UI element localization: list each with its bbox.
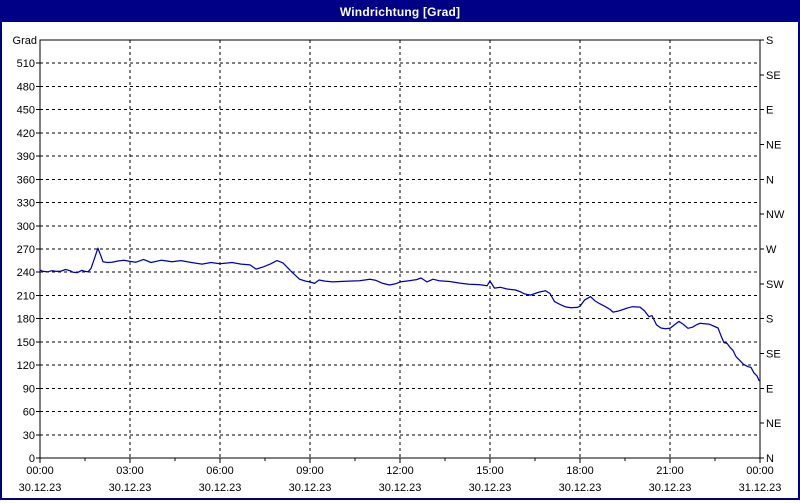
y-axis-tick-label: 60 (23, 407, 35, 419)
x-axis-date-label: 30.12.23 (19, 482, 62, 494)
x-axis-date-label: 30.12.23 (649, 482, 692, 494)
compass-label: NW (766, 209, 785, 221)
x-axis-date-label: 30.12.23 (379, 482, 422, 494)
y-axis-tick-label: 240 (17, 267, 35, 279)
y-axis-tick-label: 450 (17, 105, 35, 117)
compass-label: N (766, 174, 774, 186)
compass-label: N (766, 453, 774, 465)
y-axis-tick-label: 180 (17, 314, 35, 326)
y-axis-tick-label: 150 (17, 337, 35, 349)
chart-area: 510 480 450 420 390 360 330 300 270 240 210 180 150 1… (2, 22, 798, 498)
compass-label: E (766, 105, 773, 117)
compass-label: SE (766, 70, 781, 82)
x-axis-time-label: 09:00 (296, 465, 324, 477)
y-axis-unit-label: Grad (13, 35, 37, 47)
x-axis-date-label: 30.12.23 (109, 482, 152, 494)
compass-label: SE (766, 349, 781, 361)
window-titlebar[interactable]: Windrichtung [Grad] (2, 2, 798, 22)
x-axis-time-label: 00:00 (746, 465, 774, 477)
x-axis-time-label: 21:00 (656, 465, 684, 477)
wind-direction-chart: 5104804504203903603303002702402101801501… (13, 35, 785, 494)
y-axis-tick-label: 420 (17, 128, 35, 140)
compass-label: E (766, 383, 773, 395)
x-axis-date-label: 30.12.23 (469, 482, 512, 494)
y-axis-tick-label: 120 (17, 360, 35, 372)
window-title: Windrichtung [Grad] (339, 5, 461, 19)
y-axis-tick-label: 270 (17, 244, 35, 256)
y-axis-tick-label: 90 (23, 383, 35, 395)
x-axis-time-label: 18:00 (566, 465, 594, 477)
y-axis-tick-label: 360 (17, 174, 35, 186)
compass-label: NE (766, 140, 781, 152)
wind-direction-line (39, 247, 760, 382)
x-axis-date-label: 30.12.23 (559, 482, 602, 494)
x-axis-time-label: 06:00 (206, 465, 234, 477)
y-axis-tick-label: 30 (23, 430, 35, 442)
y-axis-tick-label: 210 (17, 290, 35, 302)
compass-label: S (766, 35, 773, 47)
x-axis-date-label: 30.12.23 (199, 482, 242, 494)
y-axis-tick-label: 0 (29, 453, 35, 465)
x-axis-time-label: 15:00 (476, 465, 504, 477)
y-axis-tick-label: 390 (17, 151, 35, 163)
plot-frame (39, 39, 761, 459)
compass-label: SW (766, 279, 784, 291)
compass-label: W (766, 244, 777, 256)
y-axis-tick-label: 510 (17, 58, 35, 70)
x-axis-time-label: 03:00 (116, 465, 144, 477)
y-axis-tick-label: 330 (17, 198, 35, 210)
x-axis-time-label: 00:00 (26, 465, 54, 477)
x-axis-time-label: 12:00 (386, 465, 414, 477)
x-axis-date-label: 31.12.23 (739, 482, 782, 494)
compass-label: NE (766, 418, 781, 430)
x-axis-date-label: 30.12.23 (289, 482, 332, 494)
y-axis-tick-label: 300 (17, 221, 35, 233)
y-axis-tick-label: 480 (17, 81, 35, 93)
compass-label: S (766, 314, 773, 326)
